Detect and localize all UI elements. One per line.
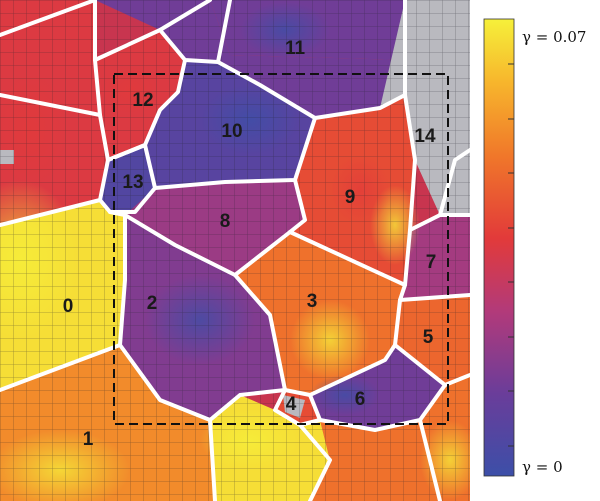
grain-label-13: 13 [122, 172, 143, 193]
grain-labels: 0 1 2 3 4 5 6 7 8 9 10 11 12 13 14 [63, 38, 437, 450]
strain-map: 0 1 2 3 4 5 6 7 8 9 10 11 12 13 14 [0, 0, 470, 501]
grain-label-6: 6 [355, 389, 366, 410]
grain-label-5: 5 [423, 327, 434, 348]
grain-label-2: 2 [147, 293, 158, 314]
grain-label-8: 8 [220, 211, 231, 232]
region-of-interest-box [113, 73, 449, 425]
grain-label-9: 9 [345, 187, 356, 208]
colorbar-gradient [483, 18, 515, 477]
colorbar-ticks [508, 63, 514, 447]
grain-label-14: 14 [414, 126, 436, 147]
colorbar: γ = 0.07 γ = 0 [483, 18, 586, 477]
grain-boundaries [0, 0, 470, 501]
grain-label-3: 3 [307, 291, 318, 312]
grain-label-1: 1 [83, 429, 94, 450]
grain-label-4: 4 [286, 394, 297, 415]
colorbar-max-label: γ = 0.07 [522, 28, 586, 46]
grain-label-0: 0 [63, 296, 74, 317]
grain-label-12: 12 [132, 90, 153, 111]
grain-label-10: 10 [221, 121, 242, 142]
colorbar-min-label: γ = 0 [522, 458, 563, 476]
grain-label-7: 7 [426, 252, 437, 273]
grain-label-11: 11 [285, 38, 306, 59]
mesh-grid [0, 0, 470, 501]
